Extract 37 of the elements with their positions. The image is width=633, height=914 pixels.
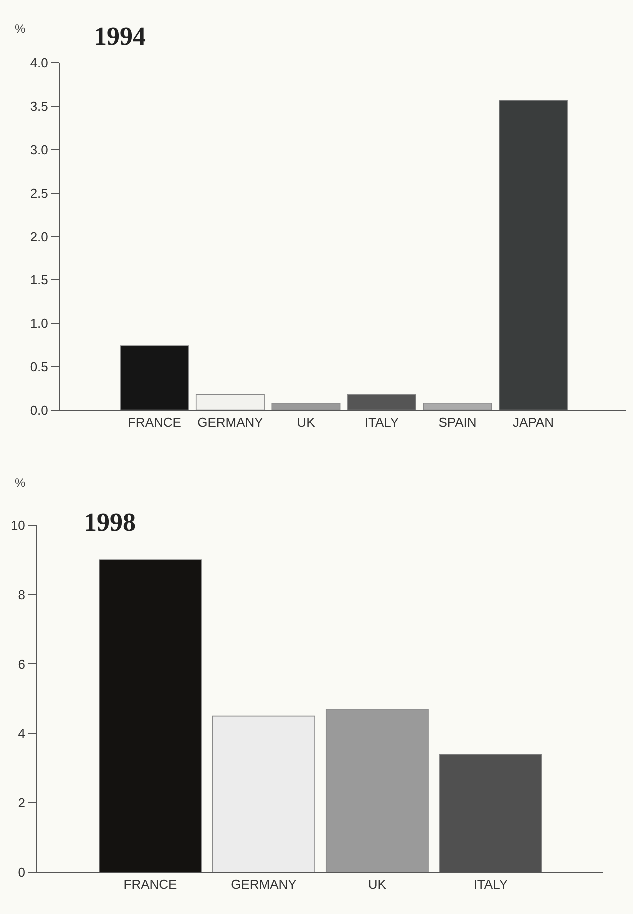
bar <box>196 394 265 410</box>
y-axis-title: % <box>15 476 26 490</box>
y-tick-label: 4.0 <box>30 56 48 71</box>
x-tick-label: JAPAN <box>513 414 554 430</box>
y-tick-label: 2.0 <box>30 229 48 244</box>
x-tick-label: UK <box>297 414 316 430</box>
y-tick-label: 0.0 <box>30 402 48 418</box>
bar <box>120 346 190 410</box>
y-tick-label: 4 <box>18 726 26 742</box>
y-tick-label: 3.5 <box>30 99 48 114</box>
y-tick-label: 0 <box>18 865 26 880</box>
x-tick-label: ITALY <box>474 877 508 892</box>
bar <box>212 716 316 873</box>
chart-title: 1998 <box>84 508 136 537</box>
bar <box>499 100 568 410</box>
y-tick-label: 2 <box>18 796 26 811</box>
x-tick-label: UK <box>368 877 387 892</box>
y-tick-label: 2.5 <box>30 186 48 201</box>
y-tick-label: 0.5 <box>30 359 48 374</box>
bar <box>326 708 429 873</box>
y-tick-label: 3.0 <box>30 142 48 158</box>
y-tick-label: 1.0 <box>30 316 48 332</box>
bar <box>423 402 492 410</box>
y-tick-label: 10 <box>10 518 26 533</box>
x-tick-label: ITALY <box>364 414 400 430</box>
x-tick-label: FRANCE <box>128 414 182 430</box>
chart-title: 1994 <box>94 22 146 51</box>
y-axis-title: % <box>15 22 26 36</box>
y-tick-label: 6 <box>18 656 26 672</box>
y-tick-label: 1.5 <box>30 272 48 288</box>
x-tick-label: GERMANY <box>231 877 298 892</box>
x-tick-label: FRANCE <box>124 877 178 892</box>
bar <box>272 402 341 410</box>
bar <box>99 560 202 873</box>
x-tick-label: SPAIN <box>438 414 477 430</box>
y-tick-label: 8 <box>18 587 26 602</box>
x-tick-label: GERMANY <box>198 414 264 430</box>
